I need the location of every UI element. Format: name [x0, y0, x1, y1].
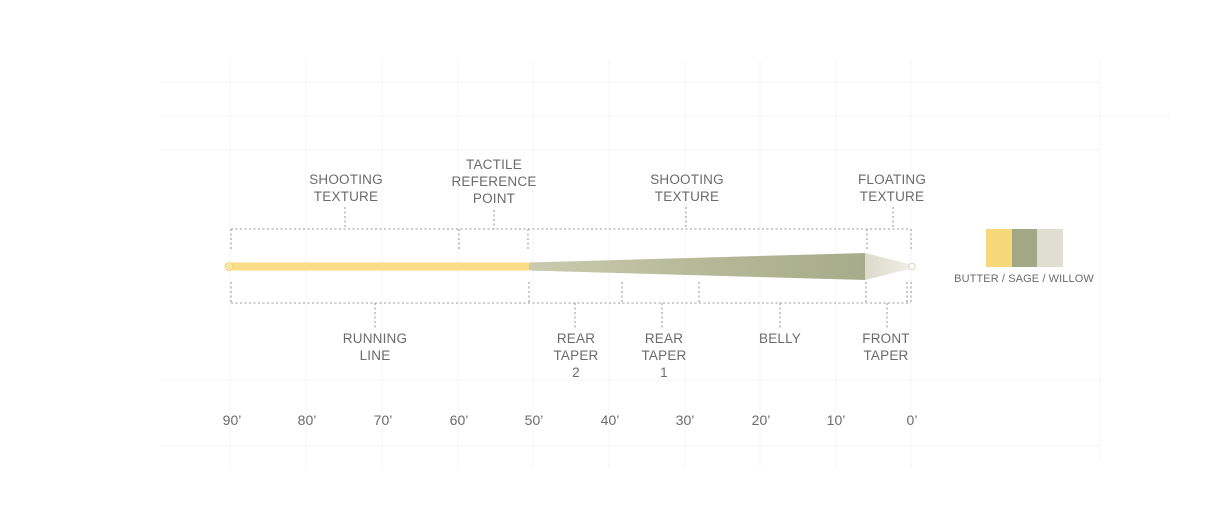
front-taper-tip: [865, 253, 914, 280]
label-belly: BELLY: [758, 331, 802, 346]
top-brackets: [230, 207, 912, 251]
scale-tick: 30’: [675, 412, 695, 428]
label-front-taper: FRONT TAPER: [862, 331, 910, 363]
fly-line: [224, 253, 916, 280]
scale-tick: 20’: [751, 412, 771, 428]
label-shooting-texture-head: SHOOTING TEXTURE: [650, 172, 724, 204]
label-shooting-texture-running: SHOOTING TEXTURE: [309, 172, 383, 204]
running-line-segment: [229, 262, 531, 271]
swatch-butter: [986, 229, 1012, 267]
tip-loop: [908, 262, 916, 271]
head-taper-segment: [529, 253, 866, 280]
scale-tick: 10’: [826, 412, 846, 428]
bottom-brackets: [230, 282, 912, 328]
running-line-end-loop: [224, 262, 234, 271]
scale-tick: 80’: [297, 412, 317, 428]
label-rear-taper-1: REAR TAPER 1: [641, 331, 687, 380]
scale-tick: 50’: [524, 412, 544, 428]
scale-tick: 90’: [222, 412, 242, 428]
swatch-willow: [1037, 229, 1063, 267]
label-floating-texture: FLOATING TEXTURE: [857, 172, 927, 204]
scale-tick: 70’: [373, 412, 393, 428]
scale-tick: 0’: [906, 412, 918, 428]
color-legend-label: BUTTER / SAGE / WILLOW: [954, 273, 1094, 285]
scale-tick: 60’: [449, 412, 469, 428]
scale-tick: 40’: [600, 412, 620, 428]
swatch-sage: [1012, 229, 1038, 267]
label-running-line: RUNNING LINE: [342, 331, 408, 363]
label-rear-taper-2: REAR TAPER 2: [553, 331, 599, 380]
label-tactile-reference-point: TACTILE REFERENCE POINT: [451, 157, 537, 206]
